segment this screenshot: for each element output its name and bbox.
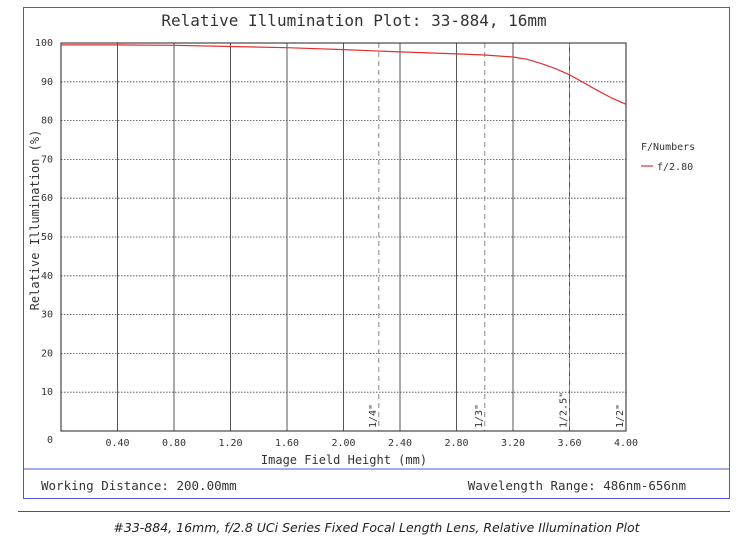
plot-area-border — [60, 42, 627, 432]
y-tick-label: 50 — [41, 232, 53, 243]
y-tick-label: 40 — [41, 271, 53, 282]
x-tick-label: 0.40 — [105, 438, 129, 449]
x-tick-label: 1.60 — [275, 438, 299, 449]
y-axis-label: Relative Illumination (%) — [28, 130, 42, 311]
y-tick-label: 20 — [41, 348, 53, 359]
legend-title: F/Numbers — [641, 142, 695, 153]
sensor-markers: 1/4" 1/3" 1/2.5" 1/2" — [368, 43, 626, 431]
wavelength-range: Wavelength Range: 486nm-656nm — [467, 478, 686, 493]
y-tick-label: 0 — [47, 435, 53, 446]
y-tick-label: 70 — [41, 154, 53, 165]
series-lines — [61, 44, 627, 105]
sensor-marker-label: 1/2" — [615, 404, 626, 428]
y-tick-label: 80 — [41, 116, 53, 127]
sensor-marker-label: 1/2.5" — [559, 392, 570, 428]
working-distance: Working Distance: 200.00mm — [41, 478, 237, 493]
x-axis-label: Image Field Height (mm) — [261, 453, 427, 467]
chart-frame: Relative Illumination Plot: 33-884, 16mm… — [23, 7, 730, 499]
y-tick-label: 60 — [41, 193, 53, 204]
y-tick-label: 30 — [41, 310, 53, 321]
tick-labels: 0.40 0.80 1.20 1.60 2.00 2.40 2.80 3.20 3.60 4.00… — [35, 38, 638, 449]
y-tick-label: 100 — [35, 38, 53, 49]
series-line-f2-80 — [61, 44, 627, 105]
x-tick-label: 0.80 — [162, 438, 186, 449]
sensor-marker-label: 1/3" — [474, 404, 485, 428]
x-tick-label: 2.40 — [388, 438, 412, 449]
x-tick-label: 2.80 — [444, 438, 468, 449]
x-tick-label: 4.00 — [614, 438, 638, 449]
caption-separator — [18, 511, 730, 512]
relative-illumination-chart: Relative Illumination Plot: 33-884, 16mm… — [24, 11, 729, 470]
y-tick-label: 90 — [41, 77, 53, 88]
x-tick-label: 1.20 — [218, 438, 242, 449]
x-tick-label: 3.60 — [557, 438, 581, 449]
figure-caption: #33-884, 16mm, f/2.8 UCi Series Fixed Fo… — [113, 520, 640, 535]
chart-title: Relative Illumination Plot: 33-884, 16mm — [161, 11, 546, 30]
sensor-marker-label: 1/4" — [368, 404, 379, 428]
x-tick-label: 3.20 — [501, 438, 525, 449]
y-tick-label: 10 — [41, 387, 53, 398]
grid — [61, 42, 627, 432]
x-tick-label: 2.00 — [331, 438, 355, 449]
legend-entry: f/2.80 — [657, 162, 693, 173]
